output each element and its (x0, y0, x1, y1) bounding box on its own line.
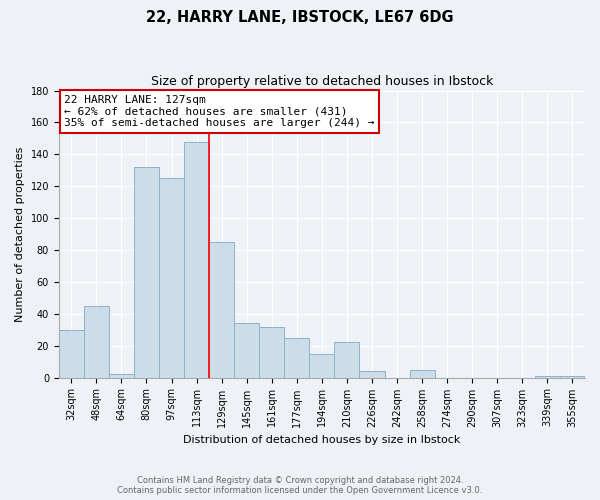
Bar (59, 330, 84, 378)
Bar (359, 371, 385, 378)
Text: 22 HARRY LANE: 127sqm
← 62% of detached houses are smaller (431)
35% of semi-det: 22 HARRY LANE: 127sqm ← 62% of detached … (64, 95, 374, 128)
Bar (334, 342, 359, 378)
Bar (184, 142, 209, 378)
Bar (259, 326, 284, 378)
Y-axis label: Number of detached properties: Number of detached properties (15, 146, 25, 322)
Bar (560, 376, 585, 378)
Bar (310, 354, 334, 378)
Bar (159, 178, 184, 378)
Bar (535, 376, 560, 378)
Title: Size of property relative to detached houses in Ibstock: Size of property relative to detached ho… (151, 75, 493, 88)
Text: 22, HARRY LANE, IBSTOCK, LE67 6DG: 22, HARRY LANE, IBSTOCK, LE67 6DG (146, 10, 454, 25)
X-axis label: Distribution of detached houses by size in Ibstock: Distribution of detached houses by size … (183, 435, 461, 445)
Bar (209, 242, 234, 378)
Bar (284, 338, 310, 378)
Bar (109, 374, 134, 378)
Bar (134, 167, 159, 378)
Bar (410, 370, 434, 378)
Bar (234, 324, 259, 378)
Bar (84, 306, 109, 378)
Text: Contains HM Land Registry data © Crown copyright and database right 2024.
Contai: Contains HM Land Registry data © Crown c… (118, 476, 482, 495)
